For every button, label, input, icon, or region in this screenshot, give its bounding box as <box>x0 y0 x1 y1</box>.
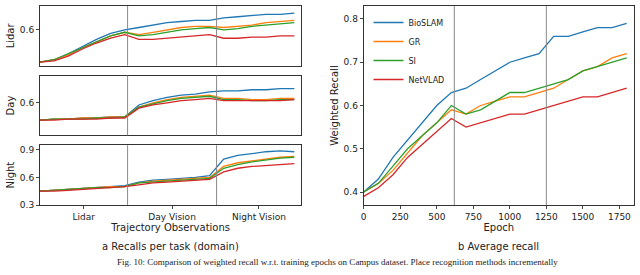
svg-text:0.5: 0.5 <box>344 144 358 154</box>
svg-text:GR: GR <box>408 38 420 47</box>
svg-text:0.6: 0.6 <box>20 25 35 35</box>
svg-text:Fig. 10: Comparison of weighte: Fig. 10: Comparison of weighted recall w… <box>117 257 558 267</box>
svg-text:Day Vision: Day Vision <box>148 212 196 222</box>
svg-text:b Average recall: b Average recall <box>458 241 539 252</box>
svg-text:a Recalls per task (domain): a Recalls per task (domain) <box>102 241 239 252</box>
svg-text:1500: 1500 <box>571 212 594 222</box>
svg-text:0.3: 0.3 <box>20 200 34 210</box>
svg-text:Night: Night <box>5 162 16 189</box>
svg-text:Lidar: Lidar <box>73 212 96 222</box>
svg-text:0.6: 0.6 <box>344 101 359 111</box>
svg-text:Trajectory Observations: Trajectory Observations <box>110 222 230 233</box>
svg-text:0.9: 0.9 <box>20 145 35 155</box>
svg-text:Night Vision: Night Vision <box>232 212 286 222</box>
svg-text:0.6: 0.6 <box>20 173 35 183</box>
svg-text:NetVLAD: NetVLAD <box>408 76 444 85</box>
svg-text:500: 500 <box>428 212 445 222</box>
svg-text:1000: 1000 <box>498 212 521 222</box>
svg-text:0: 0 <box>361 212 367 222</box>
svg-text:Day: Day <box>5 96 16 116</box>
svg-text:0.7: 0.7 <box>344 57 358 67</box>
svg-text:1250: 1250 <box>535 212 558 222</box>
svg-text:0.6: 0.6 <box>20 98 35 108</box>
svg-text:750: 750 <box>465 212 482 222</box>
svg-text:0.8: 0.8 <box>344 14 359 24</box>
svg-text:SI: SI <box>408 57 415 66</box>
svg-text:Weighted Recall: Weighted Recall <box>329 65 340 145</box>
svg-text:1750: 1750 <box>608 212 631 222</box>
svg-text:250: 250 <box>392 212 409 222</box>
svg-text:0.4: 0.4 <box>344 187 359 197</box>
svg-text:Epoch: Epoch <box>484 222 515 233</box>
svg-text:Lidar: Lidar <box>5 22 16 48</box>
svg-text:BioSLAM: BioSLAM <box>408 19 443 28</box>
